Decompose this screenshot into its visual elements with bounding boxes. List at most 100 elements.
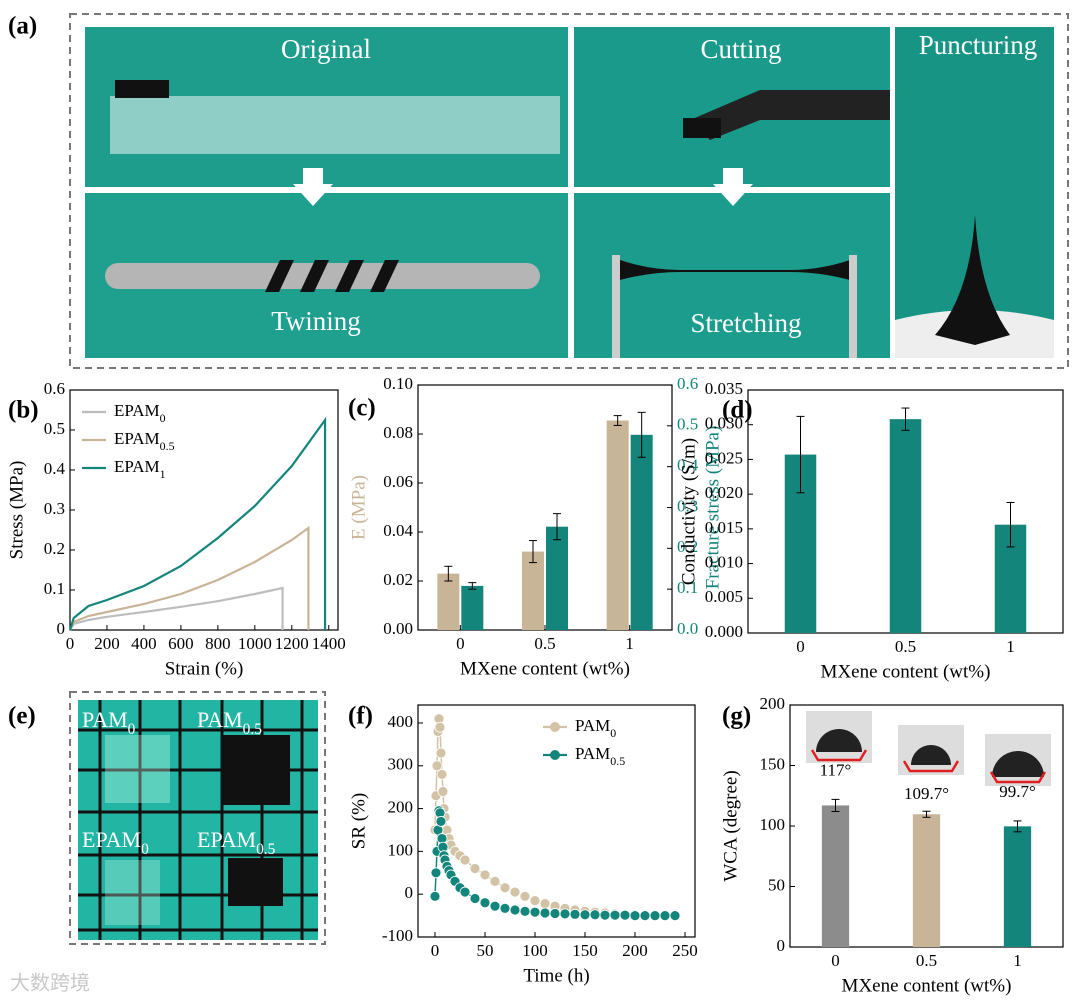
y2-tick-label: 0.6	[677, 374, 698, 393]
sample	[105, 860, 160, 925]
data-point	[659, 910, 671, 921]
data-point	[649, 910, 661, 921]
panel-label: (f)	[348, 703, 373, 730]
y2-tick-label: 0.5	[677, 415, 698, 434]
data-point	[459, 886, 471, 898]
bar	[1003, 826, 1032, 947]
x-tick-label: 0	[831, 951, 840, 970]
data-point	[499, 902, 511, 914]
y-tick-label: 400	[388, 712, 414, 731]
bar	[546, 526, 568, 630]
arrow	[713, 168, 753, 206]
data-point	[519, 890, 531, 902]
bar	[912, 814, 941, 947]
y-tick-label: 0.035	[705, 379, 743, 398]
bar	[630, 434, 653, 630]
x-tick-label: 1200	[275, 634, 309, 653]
series-line	[68, 416, 327, 631]
legend-label: EPAM1	[114, 457, 166, 481]
y-tick-label: 0.025	[705, 448, 743, 467]
droplet	[911, 745, 951, 765]
data-point	[569, 908, 581, 920]
x-tick-label: 800	[205, 634, 231, 653]
data-point	[519, 905, 531, 917]
y-tick-label: 150	[760, 754, 786, 773]
legend-label: EPAM0	[114, 401, 166, 425]
panel-label: (a)	[8, 13, 37, 40]
data-point	[559, 908, 571, 920]
data-point	[549, 908, 561, 919]
punctured-sample	[935, 215, 1010, 345]
y2-tick-label: 0.2	[677, 537, 698, 556]
y2-tick-label: 0.4	[677, 456, 699, 475]
data-point	[589, 909, 601, 921]
x-tick-label: 200	[622, 941, 648, 960]
photo-label: Twining	[271, 306, 361, 336]
y-tick-label: 0.000	[705, 622, 743, 641]
y-tick-label: 0.4	[44, 459, 66, 478]
dashed-frame	[69, 691, 326, 945]
bar	[606, 420, 629, 630]
data-point	[479, 897, 491, 909]
data-point	[479, 869, 491, 881]
y-tick-label: -100	[382, 926, 413, 945]
stretched-sample	[620, 260, 850, 280]
droplet	[992, 751, 1044, 777]
series-line	[69, 586, 284, 631]
data-point	[489, 875, 501, 887]
y-tick-label: 0.030	[705, 414, 743, 433]
data-point	[435, 747, 447, 759]
legend-label: EPAM0.5	[114, 429, 175, 453]
data-point	[639, 910, 651, 921]
sample	[222, 735, 290, 805]
panel-g-droplets	[806, 711, 1051, 786]
arrow	[293, 168, 333, 206]
droplet	[816, 728, 862, 752]
data-point	[434, 721, 446, 733]
x-tick-label: 0	[456, 634, 465, 653]
y-tick-label: 0	[57, 619, 66, 638]
y-axis-title: SR (%)	[348, 793, 369, 849]
x-tick-label: 400	[131, 634, 157, 653]
y-tick-label: 0	[405, 883, 414, 902]
x-tick-label: 0	[796, 637, 805, 656]
y-tick-label: 0.06	[383, 472, 413, 491]
dashed-frame	[69, 13, 1069, 369]
x-axis-title: MXene content (wt%)	[460, 658, 630, 679]
x-tick-label: 1	[625, 634, 634, 653]
panel-label: (e)	[8, 703, 36, 730]
sample	[105, 735, 170, 803]
y2-tick-label: 0.1	[677, 578, 698, 597]
plot-frame	[69, 389, 339, 631]
y-tick-label: 300	[388, 755, 414, 774]
y-tick-label: 0.1	[44, 579, 65, 598]
y-tick-label: 0.3	[44, 499, 65, 518]
data-point	[599, 909, 611, 921]
photo-label: Puncturing	[919, 30, 1038, 60]
y-tick-label: 100	[760, 815, 786, 834]
series-line	[434, 718, 675, 917]
y-tick-label: 0.6	[44, 379, 65, 398]
data-point	[469, 893, 481, 904]
data-point	[431, 760, 443, 772]
data-point	[619, 909, 631, 921]
data-point	[429, 890, 441, 902]
data-point	[609, 909, 621, 921]
x-tick-label: 600	[168, 634, 194, 653]
watermark: 大数跨境	[10, 972, 90, 995]
data-point	[539, 898, 551, 910]
y2-axis-title: Fracture stress (MPa)	[702, 426, 723, 590]
y-tick-label: 0	[777, 936, 786, 955]
y-axis-title: Conductivity (S/m)	[678, 438, 699, 585]
y-axis-title: E (MPa)	[348, 475, 369, 540]
y-axis-title: WCA (degree)	[720, 770, 741, 881]
data-point	[469, 863, 481, 874]
data-point	[459, 854, 471, 866]
value-label: 99.7°	[999, 782, 1036, 801]
x-tick-label: 1000	[238, 634, 272, 653]
contact-angle-guide	[902, 760, 960, 773]
clamp	[612, 255, 620, 358]
plot-frame	[417, 704, 696, 938]
x-tick-label: 1	[1006, 637, 1015, 656]
x-tick-label: 50	[477, 941, 494, 960]
